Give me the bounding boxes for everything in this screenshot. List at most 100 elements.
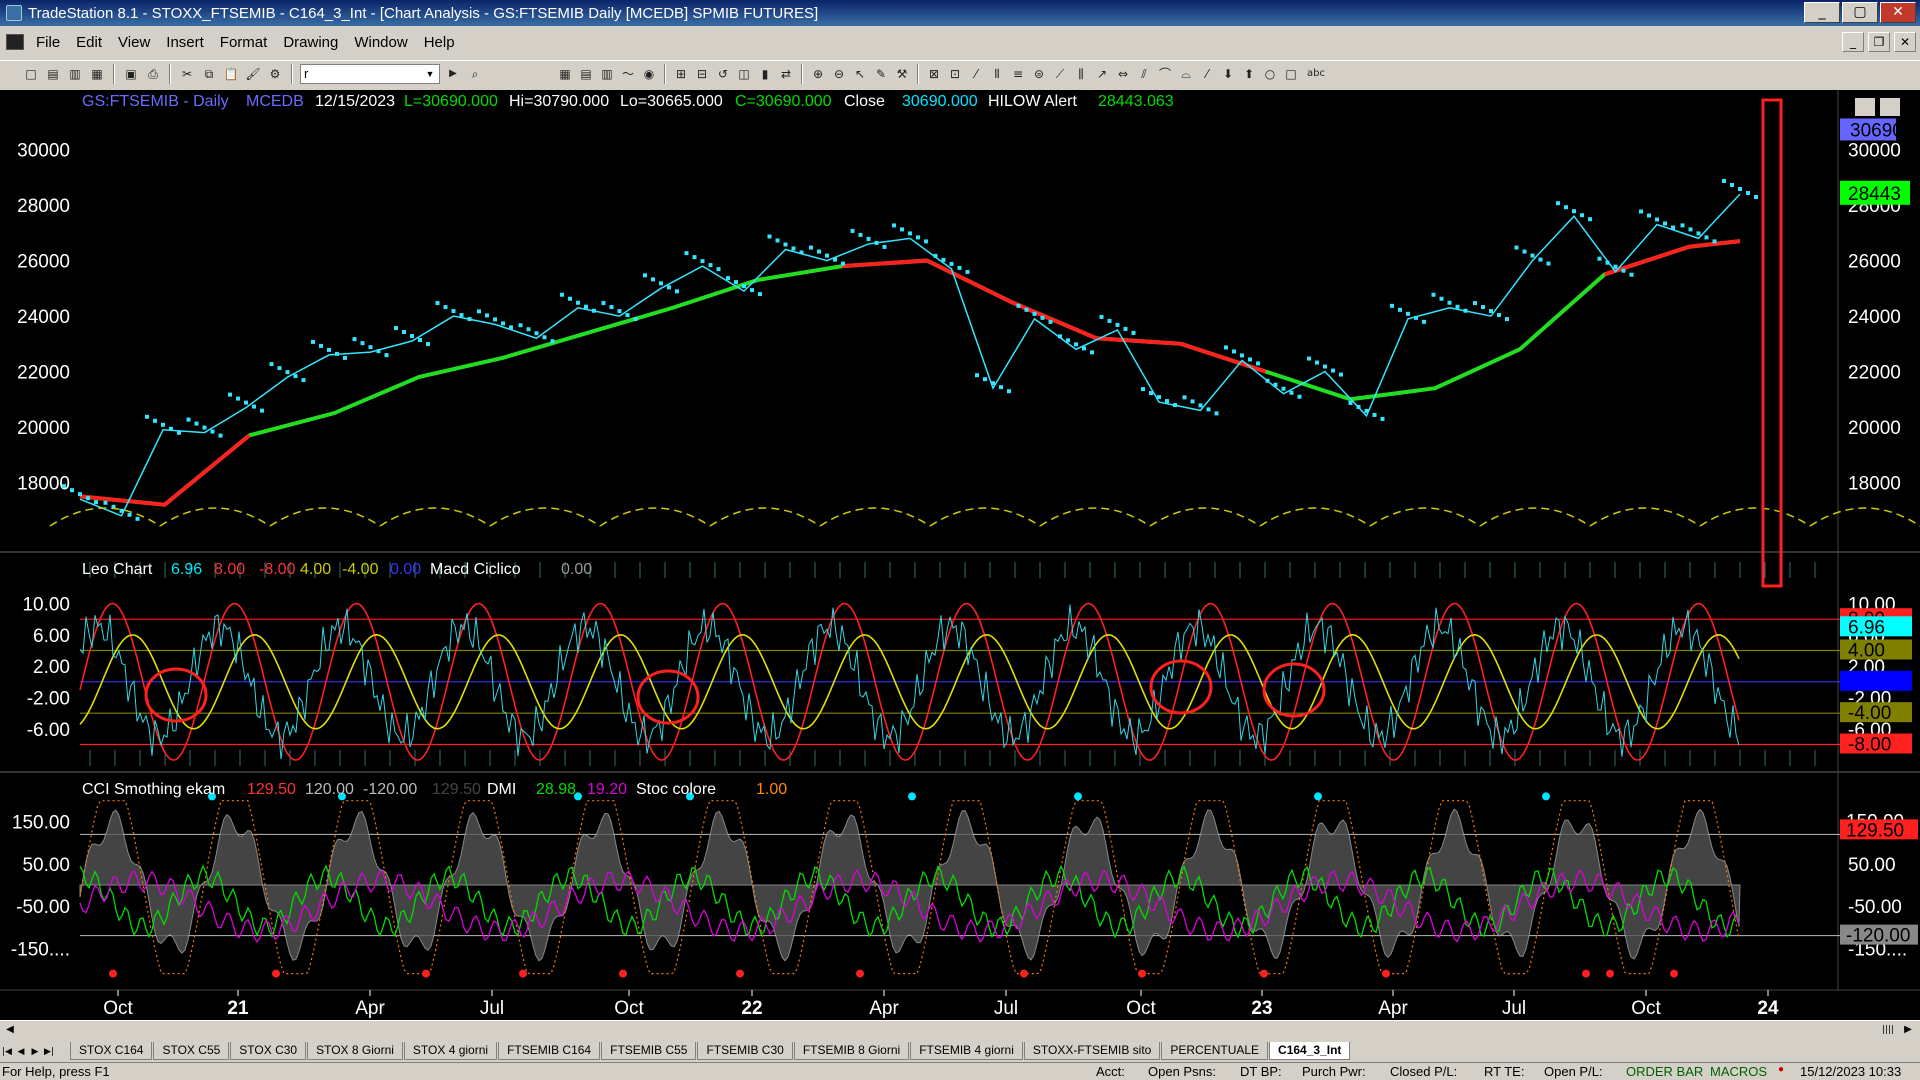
minimize-button[interactable]: _ [1804, 2, 1840, 23]
drawing-tool-10-icon[interactable]: ⇄ [780, 66, 792, 81]
text-tool-icon[interactable]: abc [1307, 67, 1325, 79]
drawing-tool-2-icon[interactable]: ▥ [601, 66, 613, 81]
order-bar-button[interactable]: ORDER BAR [1626, 1064, 1704, 1079]
close-button[interactable]: ✕ [1880, 2, 1916, 23]
save-all-icon[interactable]: ▦ [91, 66, 103, 81]
scroll-thumb[interactable]: |||| [1881, 1025, 1895, 1035]
copy-icon[interactable]: ⧉ [204, 66, 214, 81]
menu-format[interactable]: Format [219, 33, 268, 51]
close-price-point [1455, 304, 1460, 309]
leo-value-tag: -8.00 [1848, 735, 1891, 756]
drawing-tool-22-icon[interactable]: ⟋ [1055, 66, 1065, 81]
drawing-tool-17-icon[interactable]: ⊡ [949, 66, 961, 81]
chart-window[interactable]: 30000 30000 28000 28000 26000 26000 24000 24000… [0, 90, 1920, 1020]
mdi-restore-button[interactable]: ❐ [1868, 32, 1890, 52]
drawing-tool-25-icon[interactable]: ⇔ [1117, 66, 1129, 81]
menu-drawing[interactable]: Drawing [283, 33, 339, 51]
horizontal-scrollbar[interactable]: ◀ |||| ▶ [0, 1020, 1920, 1038]
workspace-tab[interactable]: STOX C30 [230, 1042, 307, 1060]
drawing-tool-11-icon[interactable]: ⊕ [812, 66, 824, 81]
drawing-tool-3-icon[interactable]: 〜 [621, 66, 634, 81]
menu-file[interactable]: File [36, 33, 61, 51]
workspace-tab[interactable]: FTSEMIB C55 [601, 1042, 697, 1060]
workspace-tab[interactable]: PERCENTUALE [1161, 1042, 1269, 1060]
menu-window[interactable]: Window [354, 33, 408, 51]
workspace-tab[interactable]: FTSEMIB C164 [498, 1042, 601, 1060]
drawing-tool-12-icon[interactable]: ⊖ [833, 66, 845, 81]
drawing-tool-26-icon[interactable]: ⫽ [1141, 66, 1147, 81]
drawing-tool-5-icon[interactable]: ⊞ [675, 66, 687, 81]
leo-pane-title: Leo Chart [82, 561, 153, 578]
drawing-tool-18-icon[interactable]: ⁄ [974, 66, 977, 81]
brush-icon[interactable]: 🖌 [245, 66, 261, 81]
maximize-button[interactable]: ▢ [1842, 2, 1878, 23]
open-icon[interactable]: ▤ [47, 66, 59, 81]
drawing-tool-19-icon[interactable]: ⫴ [994, 66, 1000, 81]
drawing-tool-4-icon[interactable]: ◉ [643, 66, 655, 81]
drawing-tool-27-icon[interactable]: ⌒ [1158, 66, 1171, 81]
drawing-tool-30-icon[interactable]: ⬇ [1222, 66, 1234, 81]
close-price-point [293, 374, 298, 379]
drawing-tool-6-icon[interactable]: ⊟ [696, 66, 708, 81]
mdi-close-button[interactable]: ✕ [1894, 32, 1916, 52]
drawing-tool-8-icon[interactable]: ◫ [738, 66, 750, 81]
print-preview-icon[interactable]: ▣ [125, 66, 137, 81]
cut-icon[interactable]: ✂ [181, 66, 193, 81]
workspace-tab[interactable]: FTSEMIB C30 [697, 1042, 793, 1060]
save-icon[interactable]: ▥ [69, 66, 81, 81]
chevron-down-icon[interactable]: ▼ [425, 68, 435, 79]
workspace-tab[interactable]: STOX C55 [153, 1042, 230, 1060]
drawing-tool-13-icon[interactable]: ↖ [854, 66, 866, 81]
drawing-tool-33-icon[interactable]: □ [1285, 66, 1297, 81]
workspace-tab[interactable]: C164_3_Int [1269, 1042, 1351, 1060]
paste-icon[interactable]: 📋 [223, 66, 239, 81]
close-price-point [202, 425, 207, 430]
workspace-tab[interactable]: STOX 8 Giorni [307, 1042, 403, 1060]
drawing-tool-20-icon[interactable]: ≡ [1012, 66, 1024, 81]
drawing-tool-32-icon[interactable]: ○ [1264, 66, 1276, 81]
go-arrow-icon[interactable]: ▶ [449, 67, 457, 79]
workspace-tab[interactable]: FTSEMIB 4 giorni [910, 1042, 1023, 1060]
drawing-tool-9-icon[interactable]: ▮ [761, 66, 769, 81]
tab-last-button[interactable]: ▶| [44, 1047, 54, 1057]
drawing-tool-24-icon[interactable]: ↗ [1096, 66, 1108, 81]
macros-button[interactable]: MACROS [1710, 1064, 1768, 1079]
cci-trough-marker [1670, 969, 1678, 978]
drawing-tool-29-icon[interactable]: ⁄ [1205, 66, 1208, 81]
status-closed-pl: Closed P/L: [1390, 1064, 1458, 1079]
new-icon[interactable]: □ [25, 66, 37, 81]
tab-first-button[interactable]: |◀ [2, 1047, 12, 1057]
close-price-point [675, 289, 679, 294]
workspace-tab[interactable]: STOX 4 giorni [403, 1042, 498, 1060]
workspace-tab[interactable]: FTSEMIB 8 Giorni [793, 1042, 910, 1060]
menu-view[interactable]: View [118, 33, 151, 51]
drawing-tool-23-icon[interactable]: ⫼ [1078, 66, 1084, 81]
scroll-left-button[interactable]: ◀ [6, 1024, 14, 1035]
drawing-tool-7-icon[interactable]: ↺ [717, 66, 729, 81]
menu-insert[interactable]: Insert [166, 33, 204, 51]
tab-prev-button[interactable]: ◀ [17, 1047, 25, 1057]
document-icon[interactable] [6, 34, 24, 50]
search-icon[interactable]: ⌕ [471, 66, 479, 81]
scroll-right-button[interactable]: ▶ [1904, 1024, 1912, 1035]
drawing-tool-16-icon[interactable]: ⊠ [928, 66, 940, 81]
workspace-tab[interactable]: STOX C164 [70, 1042, 153, 1060]
drawing-tool-1-icon[interactable]: ▤ [580, 66, 592, 81]
print-icon[interactable]: ⎙ [148, 66, 158, 81]
close-price-point [1024, 307, 1029, 312]
menu-edit[interactable]: Edit [76, 33, 103, 51]
drawing-tool-28-icon[interactable]: ⌓ [1181, 66, 1191, 81]
drawing-tool-31-icon[interactable]: ⬆ [1243, 66, 1255, 81]
menu-help[interactable]: Help [423, 33, 455, 51]
drawing-tool-15-icon[interactable]: ⚒ [896, 66, 908, 81]
symbol-input[interactable]: r ▼ [300, 63, 440, 84]
drawing-tool-14-icon[interactable]: ✎ [875, 66, 887, 81]
mdi-minimize-button[interactable]: _ [1842, 32, 1864, 52]
options-icon[interactable]: ⚙ [269, 66, 281, 81]
tab-next-button[interactable]: ▶ [31, 1047, 39, 1057]
workspace-tab[interactable]: STOXX-FTSEMIB sito [1023, 1042, 1161, 1060]
drawing-tool-21-icon[interactable]: ⊜ [1033, 66, 1045, 81]
drawing-tool-0-icon[interactable]: ▦ [559, 66, 571, 81]
close-price-point [467, 317, 472, 322]
